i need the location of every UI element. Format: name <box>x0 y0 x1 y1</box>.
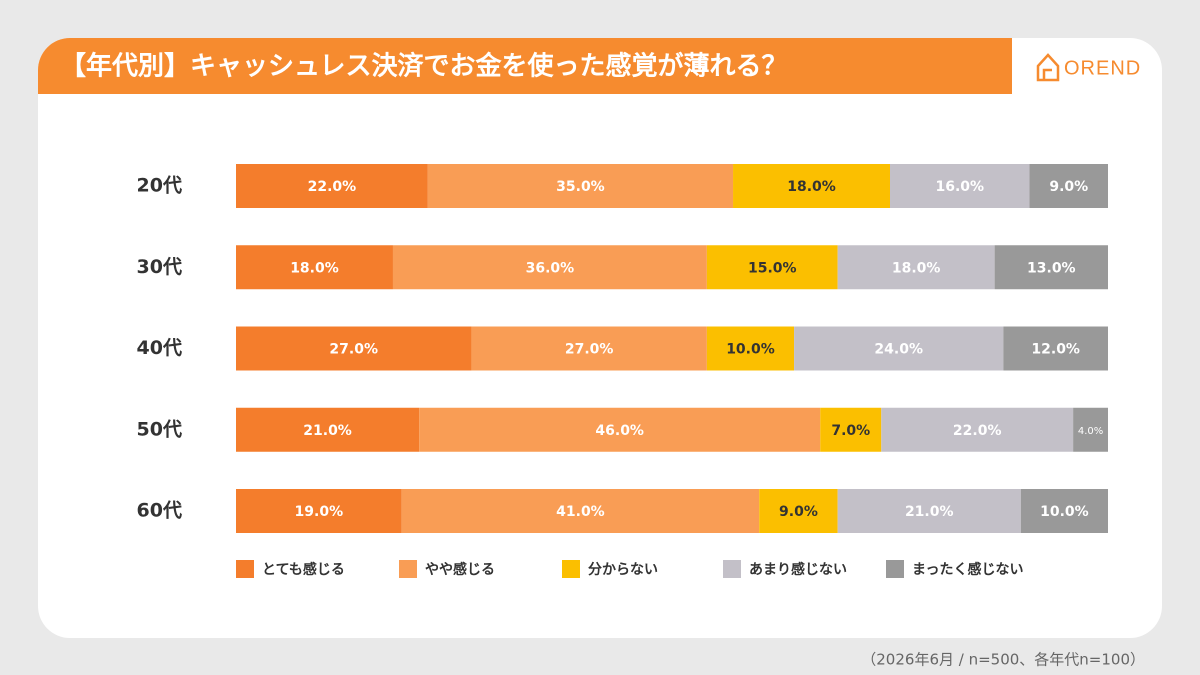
bar-segment <box>236 326 472 371</box>
bar-segment <box>392 245 707 290</box>
bar-segment <box>820 407 882 452</box>
value-label: 12.0% <box>1031 342 1080 358</box>
y-tick-label: 60代 <box>137 500 182 522</box>
y-tick-label: 40代 <box>137 337 182 359</box>
value-label: 22.0% <box>953 423 1002 439</box>
logo-icon <box>1036 53 1060 82</box>
bar-segment <box>236 245 393 290</box>
bar-segment <box>236 407 420 452</box>
legend-label: まったく感じない <box>912 561 1023 578</box>
bar-segment <box>733 164 890 208</box>
bar-segment <box>1020 489 1108 533</box>
value-label: 10.0% <box>726 342 775 358</box>
value-label: 35.0% <box>556 179 605 195</box>
legend-label: やや感じる <box>425 561 495 578</box>
logo: OREND <box>1064 57 1141 79</box>
legend-swatch <box>236 560 254 578</box>
value-label: 18.0% <box>787 179 836 195</box>
value-label: 18.0% <box>290 260 339 276</box>
footnote: （2026年6月 / n=500、各年代n=100） <box>861 651 1145 669</box>
bar-segment <box>890 164 1030 208</box>
bar-segment <box>1073 407 1108 452</box>
legend-label: あまり感じない <box>749 561 847 578</box>
value-label: 21.0% <box>905 504 954 520</box>
bar-segment <box>706 245 838 290</box>
value-label: 9.0% <box>1049 179 1088 195</box>
legend-swatch <box>399 560 417 578</box>
bar-segment <box>427 164 734 208</box>
bar-segment <box>471 326 707 371</box>
bar-segment <box>881 407 1074 452</box>
bar-segment <box>1003 326 1108 371</box>
value-label: 41.0% <box>556 504 605 520</box>
bar-segment <box>837 245 995 290</box>
y-tick-label: 50代 <box>137 418 182 440</box>
value-label: 16.0% <box>935 179 984 195</box>
title-bar <box>38 38 1012 94</box>
value-label: 10.0% <box>1040 504 1089 520</box>
bar-segment <box>837 489 1021 533</box>
y-tick-label: 20代 <box>137 175 182 197</box>
value-label: 21.0% <box>303 423 352 439</box>
value-label: 19.0% <box>295 504 344 520</box>
value-label: 18.0% <box>892 260 941 276</box>
chart-title: 【年代別】キャッシュレス決済でお金を使った感覚が薄れる？ <box>60 51 787 82</box>
value-label: 36.0% <box>526 260 575 276</box>
bar-segment <box>794 326 1004 371</box>
legend-label: とても感じる <box>262 561 345 578</box>
bar-segment <box>994 245 1108 290</box>
value-label: 22.0% <box>308 179 357 195</box>
bar-segment <box>419 407 821 452</box>
value-label: 9.0% <box>779 504 818 520</box>
value-label: 27.0% <box>565 342 614 358</box>
bar-segment <box>706 326 795 371</box>
value-label: 7.0% <box>831 423 870 439</box>
value-label: 4.0% <box>1078 426 1103 437</box>
legend-swatch <box>886 560 904 578</box>
value-label: 46.0% <box>595 423 644 439</box>
bar-segment <box>1029 164 1108 208</box>
bar-segment <box>236 164 428 208</box>
bar-segment <box>401 489 760 533</box>
y-tick-label: 30代 <box>137 256 182 278</box>
legend-swatch <box>562 560 580 578</box>
value-label: 24.0% <box>874 342 923 358</box>
bar-segment <box>759 489 838 533</box>
bar-segment <box>236 489 402 533</box>
value-label: 27.0% <box>329 342 378 358</box>
legend-swatch <box>723 560 741 578</box>
value-label: 15.0% <box>748 260 797 276</box>
legend-label: 分からない <box>588 562 658 578</box>
value-label: 13.0% <box>1027 260 1076 276</box>
